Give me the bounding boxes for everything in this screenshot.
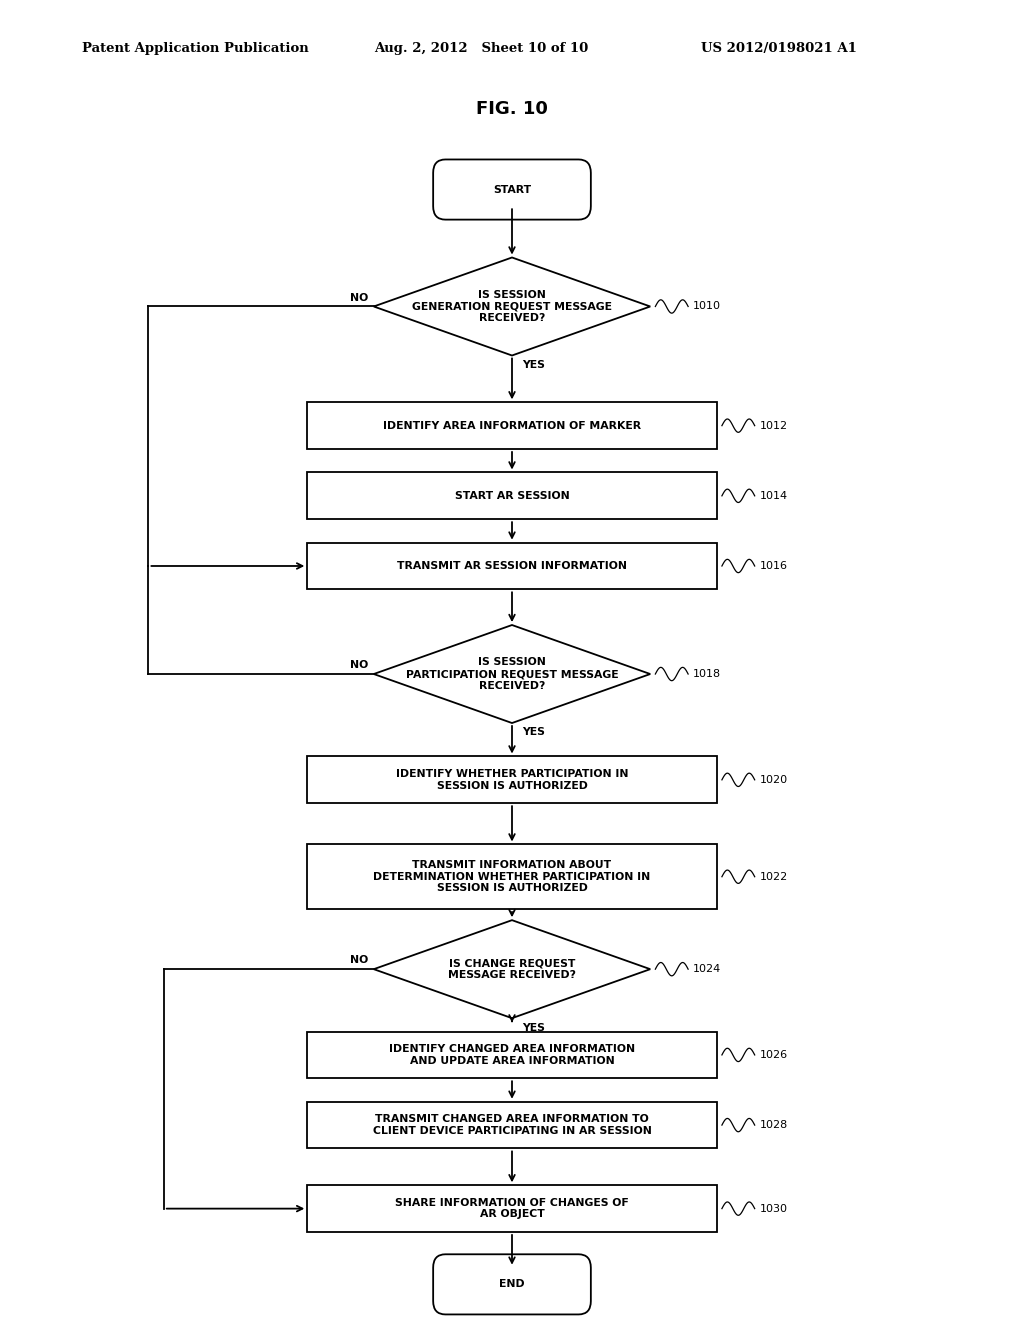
Text: NO: NO xyxy=(350,293,369,302)
Bar xyxy=(307,1031,717,1078)
Polygon shape xyxy=(374,257,650,355)
FancyBboxPatch shape xyxy=(433,1254,591,1315)
Text: Aug. 2, 2012   Sheet 10 of 10: Aug. 2, 2012 Sheet 10 of 10 xyxy=(374,42,588,55)
Text: YES: YES xyxy=(522,727,545,738)
Text: 1010: 1010 xyxy=(693,301,721,312)
Text: NO: NO xyxy=(350,956,369,965)
Text: IDENTIFY CHANGED AREA INFORMATION
AND UPDATE AREA INFORMATION: IDENTIFY CHANGED AREA INFORMATION AND UP… xyxy=(389,1044,635,1065)
Text: IS SESSION
GENERATION REQUEST MESSAGE
RECEIVED?: IS SESSION GENERATION REQUEST MESSAGE RE… xyxy=(412,290,612,323)
Text: 1012: 1012 xyxy=(760,421,787,430)
Bar xyxy=(307,1185,717,1232)
Text: IS CHANGE REQUEST
MESSAGE RECEIVED?: IS CHANGE REQUEST MESSAGE RECEIVED? xyxy=(449,958,575,979)
Text: 1022: 1022 xyxy=(760,871,788,882)
Bar xyxy=(307,473,717,519)
Text: 1024: 1024 xyxy=(693,964,722,974)
Text: 1014: 1014 xyxy=(760,491,787,500)
Text: START: START xyxy=(493,185,531,194)
Text: IDENTIFY AREA INFORMATION OF MARKER: IDENTIFY AREA INFORMATION OF MARKER xyxy=(383,421,641,430)
Text: IS SESSION
PARTICIPATION REQUEST MESSAGE
RECEIVED?: IS SESSION PARTICIPATION REQUEST MESSAGE… xyxy=(406,657,618,690)
Text: Patent Application Publication: Patent Application Publication xyxy=(82,42,308,55)
Text: YES: YES xyxy=(522,360,545,370)
Text: END: END xyxy=(499,1279,525,1290)
Polygon shape xyxy=(374,626,650,723)
Text: 1028: 1028 xyxy=(760,1121,788,1130)
Bar xyxy=(307,845,717,909)
FancyBboxPatch shape xyxy=(433,160,591,219)
Text: START AR SESSION: START AR SESSION xyxy=(455,491,569,500)
Bar xyxy=(307,543,717,590)
Text: 1026: 1026 xyxy=(760,1049,787,1060)
Text: US 2012/0198021 A1: US 2012/0198021 A1 xyxy=(701,42,857,55)
Text: FIG. 10: FIG. 10 xyxy=(476,100,548,119)
Bar xyxy=(307,756,717,803)
Text: IDENTIFY WHETHER PARTICIPATION IN
SESSION IS AUTHORIZED: IDENTIFY WHETHER PARTICIPATION IN SESSIO… xyxy=(395,770,629,791)
Text: 1016: 1016 xyxy=(760,561,787,572)
Bar xyxy=(307,403,717,449)
Text: SHARE INFORMATION OF CHANGES OF
AR OBJECT: SHARE INFORMATION OF CHANGES OF AR OBJEC… xyxy=(395,1197,629,1220)
Text: YES: YES xyxy=(522,1023,545,1032)
Text: 1018: 1018 xyxy=(693,669,721,678)
Text: NO: NO xyxy=(350,660,369,671)
Bar xyxy=(307,1102,717,1148)
Text: TRANSMIT INFORMATION ABOUT
DETERMINATION WHETHER PARTICIPATION IN
SESSION IS AUT: TRANSMIT INFORMATION ABOUT DETERMINATION… xyxy=(374,861,650,894)
Text: 1020: 1020 xyxy=(760,775,787,785)
Text: TRANSMIT CHANGED AREA INFORMATION TO
CLIENT DEVICE PARTICIPATING IN AR SESSION: TRANSMIT CHANGED AREA INFORMATION TO CLI… xyxy=(373,1114,651,1137)
Text: 1030: 1030 xyxy=(760,1204,787,1213)
Text: TRANSMIT AR SESSION INFORMATION: TRANSMIT AR SESSION INFORMATION xyxy=(397,561,627,572)
Polygon shape xyxy=(374,920,650,1018)
